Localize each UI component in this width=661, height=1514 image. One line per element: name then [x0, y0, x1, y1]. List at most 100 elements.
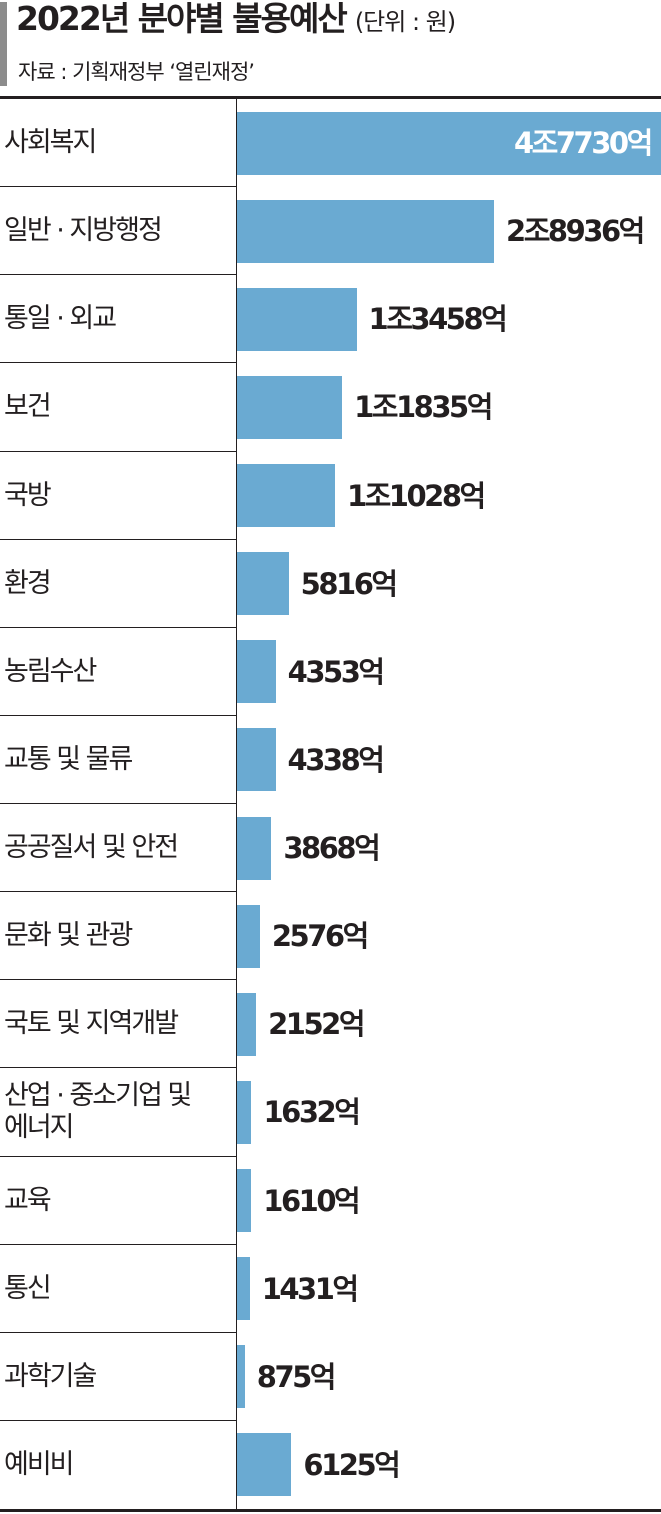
category-label-text: 예비비: [4, 1448, 75, 1480]
row-separator: [0, 186, 236, 188]
data-label: 1조1028억: [346, 478, 486, 513]
category-label-text: 문화 및 관광: [4, 920, 133, 952]
category-label: 예비비: [4, 1421, 232, 1509]
bar: [237, 287, 357, 351]
data-label: 2152억: [268, 1007, 365, 1042]
bar: [237, 375, 343, 439]
bar: [237, 199, 495, 263]
row-separator: [0, 891, 236, 893]
category-label: 교통 및 물류: [4, 716, 232, 804]
row-separator: [0, 1067, 236, 1069]
category-label-text: 국방: [4, 479, 52, 511]
chart-title-text: 2022년 분야별 불용예산: [16, 0, 348, 38]
bar: [237, 992, 257, 1056]
category-label: 문화 및 관광: [4, 892, 232, 980]
data-label: 1431억: [261, 1271, 359, 1306]
category-label-text: 사회복지: [4, 127, 97, 159]
bar: [237, 1345, 245, 1409]
data-label: 875억: [256, 1359, 337, 1394]
row-separator: [0, 1243, 236, 1245]
category-label-text: 교육: [4, 1184, 52, 1216]
bar: [237, 904, 260, 968]
data-label: 1610억: [263, 1183, 360, 1218]
bar: [237, 552, 289, 616]
category-label-text: 교통 및 물류: [4, 743, 133, 775]
bar: [237, 1169, 252, 1233]
category-label: 과학기술: [4, 1333, 232, 1421]
chart-row: 예비비 6125억: [0, 1421, 661, 1509]
data-label: 6125억: [303, 1447, 400, 1482]
category-label-text: 과학기술: [4, 1360, 97, 1392]
category-label: 보건: [4, 363, 232, 451]
category-label-text: 공공질서 및 안전: [4, 832, 179, 864]
chart-row: 교육 1610억: [0, 1157, 661, 1245]
data-label: 3868억: [283, 831, 380, 866]
data-label: 4조7730억: [514, 126, 653, 161]
row-separator: [0, 979, 236, 981]
category-label-text: 국토 및 지역개발: [4, 1008, 179, 1040]
top-rule: [0, 96, 661, 99]
bar: [237, 1080, 252, 1144]
category-label: 국토 및 지역개발: [4, 980, 232, 1068]
title-accent-bar: [0, 2, 7, 86]
category-label-text: 일반 · 지방행정: [4, 215, 163, 247]
row-separator: [0, 362, 236, 364]
data-label: 1조3458억: [368, 302, 508, 337]
category-label: 통신: [4, 1245, 232, 1333]
chart-row: 일반 · 지방행정 2조8936억: [0, 187, 661, 276]
bar: [237, 816, 272, 880]
bar: [237, 640, 276, 704]
chart-header: 2022년 분야별 불용예산 (단위 : 원) 자료 : 기획재정부 ‘열린재정…: [0, 0, 661, 96]
row-separator: [0, 274, 236, 276]
chart-row: 농림수산 4353억: [0, 628, 661, 716]
category-label: 통일 · 외교: [4, 275, 232, 363]
chart-row: 과학기술 875억: [0, 1333, 661, 1421]
chart-row: 국토 및 지역개발 2152억: [0, 980, 661, 1069]
chart-row: 사회복지 4조7730억: [0, 99, 661, 188]
row-separator: [0, 1419, 236, 1421]
row-separator: [0, 1331, 236, 1333]
row-separator: [0, 1155, 236, 1157]
chart-row: 국방 1조1028억: [0, 452, 661, 540]
row-separator: [0, 538, 236, 540]
data-label: 2576억: [271, 919, 369, 954]
chart-row: 통일 · 외교 1조3458억: [0, 275, 661, 364]
category-label-line: 에너지: [4, 1112, 75, 1144]
chart-row: 환경 5816억: [0, 540, 661, 628]
data-label: 5816억: [300, 566, 398, 601]
row-separator: [0, 450, 236, 452]
chart-row: 보건 1조1835억: [0, 363, 661, 452]
data-label: 2조8936억: [506, 214, 645, 249]
category-label: 교육: [4, 1157, 232, 1245]
data-label: 4338억: [287, 742, 385, 777]
category-label-text: 보건: [4, 391, 52, 423]
row-separator: [0, 803, 236, 804]
bar: [237, 1257, 250, 1321]
category-label-text: 통일 · 외교: [4, 303, 117, 335]
data-label: 4353억: [287, 654, 385, 689]
category-label: 국방: [4, 452, 232, 540]
category-label: 일반 · 지방행정: [4, 187, 232, 275]
bar: [237, 464, 335, 528]
category-label-lines: 산업 · 중소기업 및 에너지: [4, 1080, 192, 1144]
chart-source: 자료 : 기획재정부 ‘열린재정’: [18, 60, 255, 84]
bar: [237, 111, 661, 175]
bar: [237, 728, 276, 792]
category-label: 사회복지: [4, 99, 232, 187]
chart-row: 교통 및 물류 4338억: [0, 716, 661, 804]
category-label-text: 통신: [4, 1272, 52, 1304]
chart-row: 공공질서 및 안전 3868억: [0, 804, 661, 893]
category-label: 환경: [4, 540, 232, 628]
bar: [237, 1433, 292, 1497]
data-label: 1632억: [263, 1095, 360, 1130]
category-label: 공공질서 및 안전: [4, 804, 232, 892]
category-label-text: 농림수산: [4, 655, 97, 687]
row-separator: [0, 626, 236, 628]
category-label-text: 환경: [4, 567, 52, 599]
chart-row: 문화 및 관광 2576억: [0, 892, 661, 981]
chart-title: 2022년 분야별 불용예산 (단위 : 원): [16, 0, 456, 38]
chart-row: 통신 1431억: [0, 1245, 661, 1333]
bottom-rule: [0, 1509, 661, 1512]
chart-unit: (단위 : 원): [354, 8, 456, 36]
category-label: 농림수산: [4, 628, 232, 716]
